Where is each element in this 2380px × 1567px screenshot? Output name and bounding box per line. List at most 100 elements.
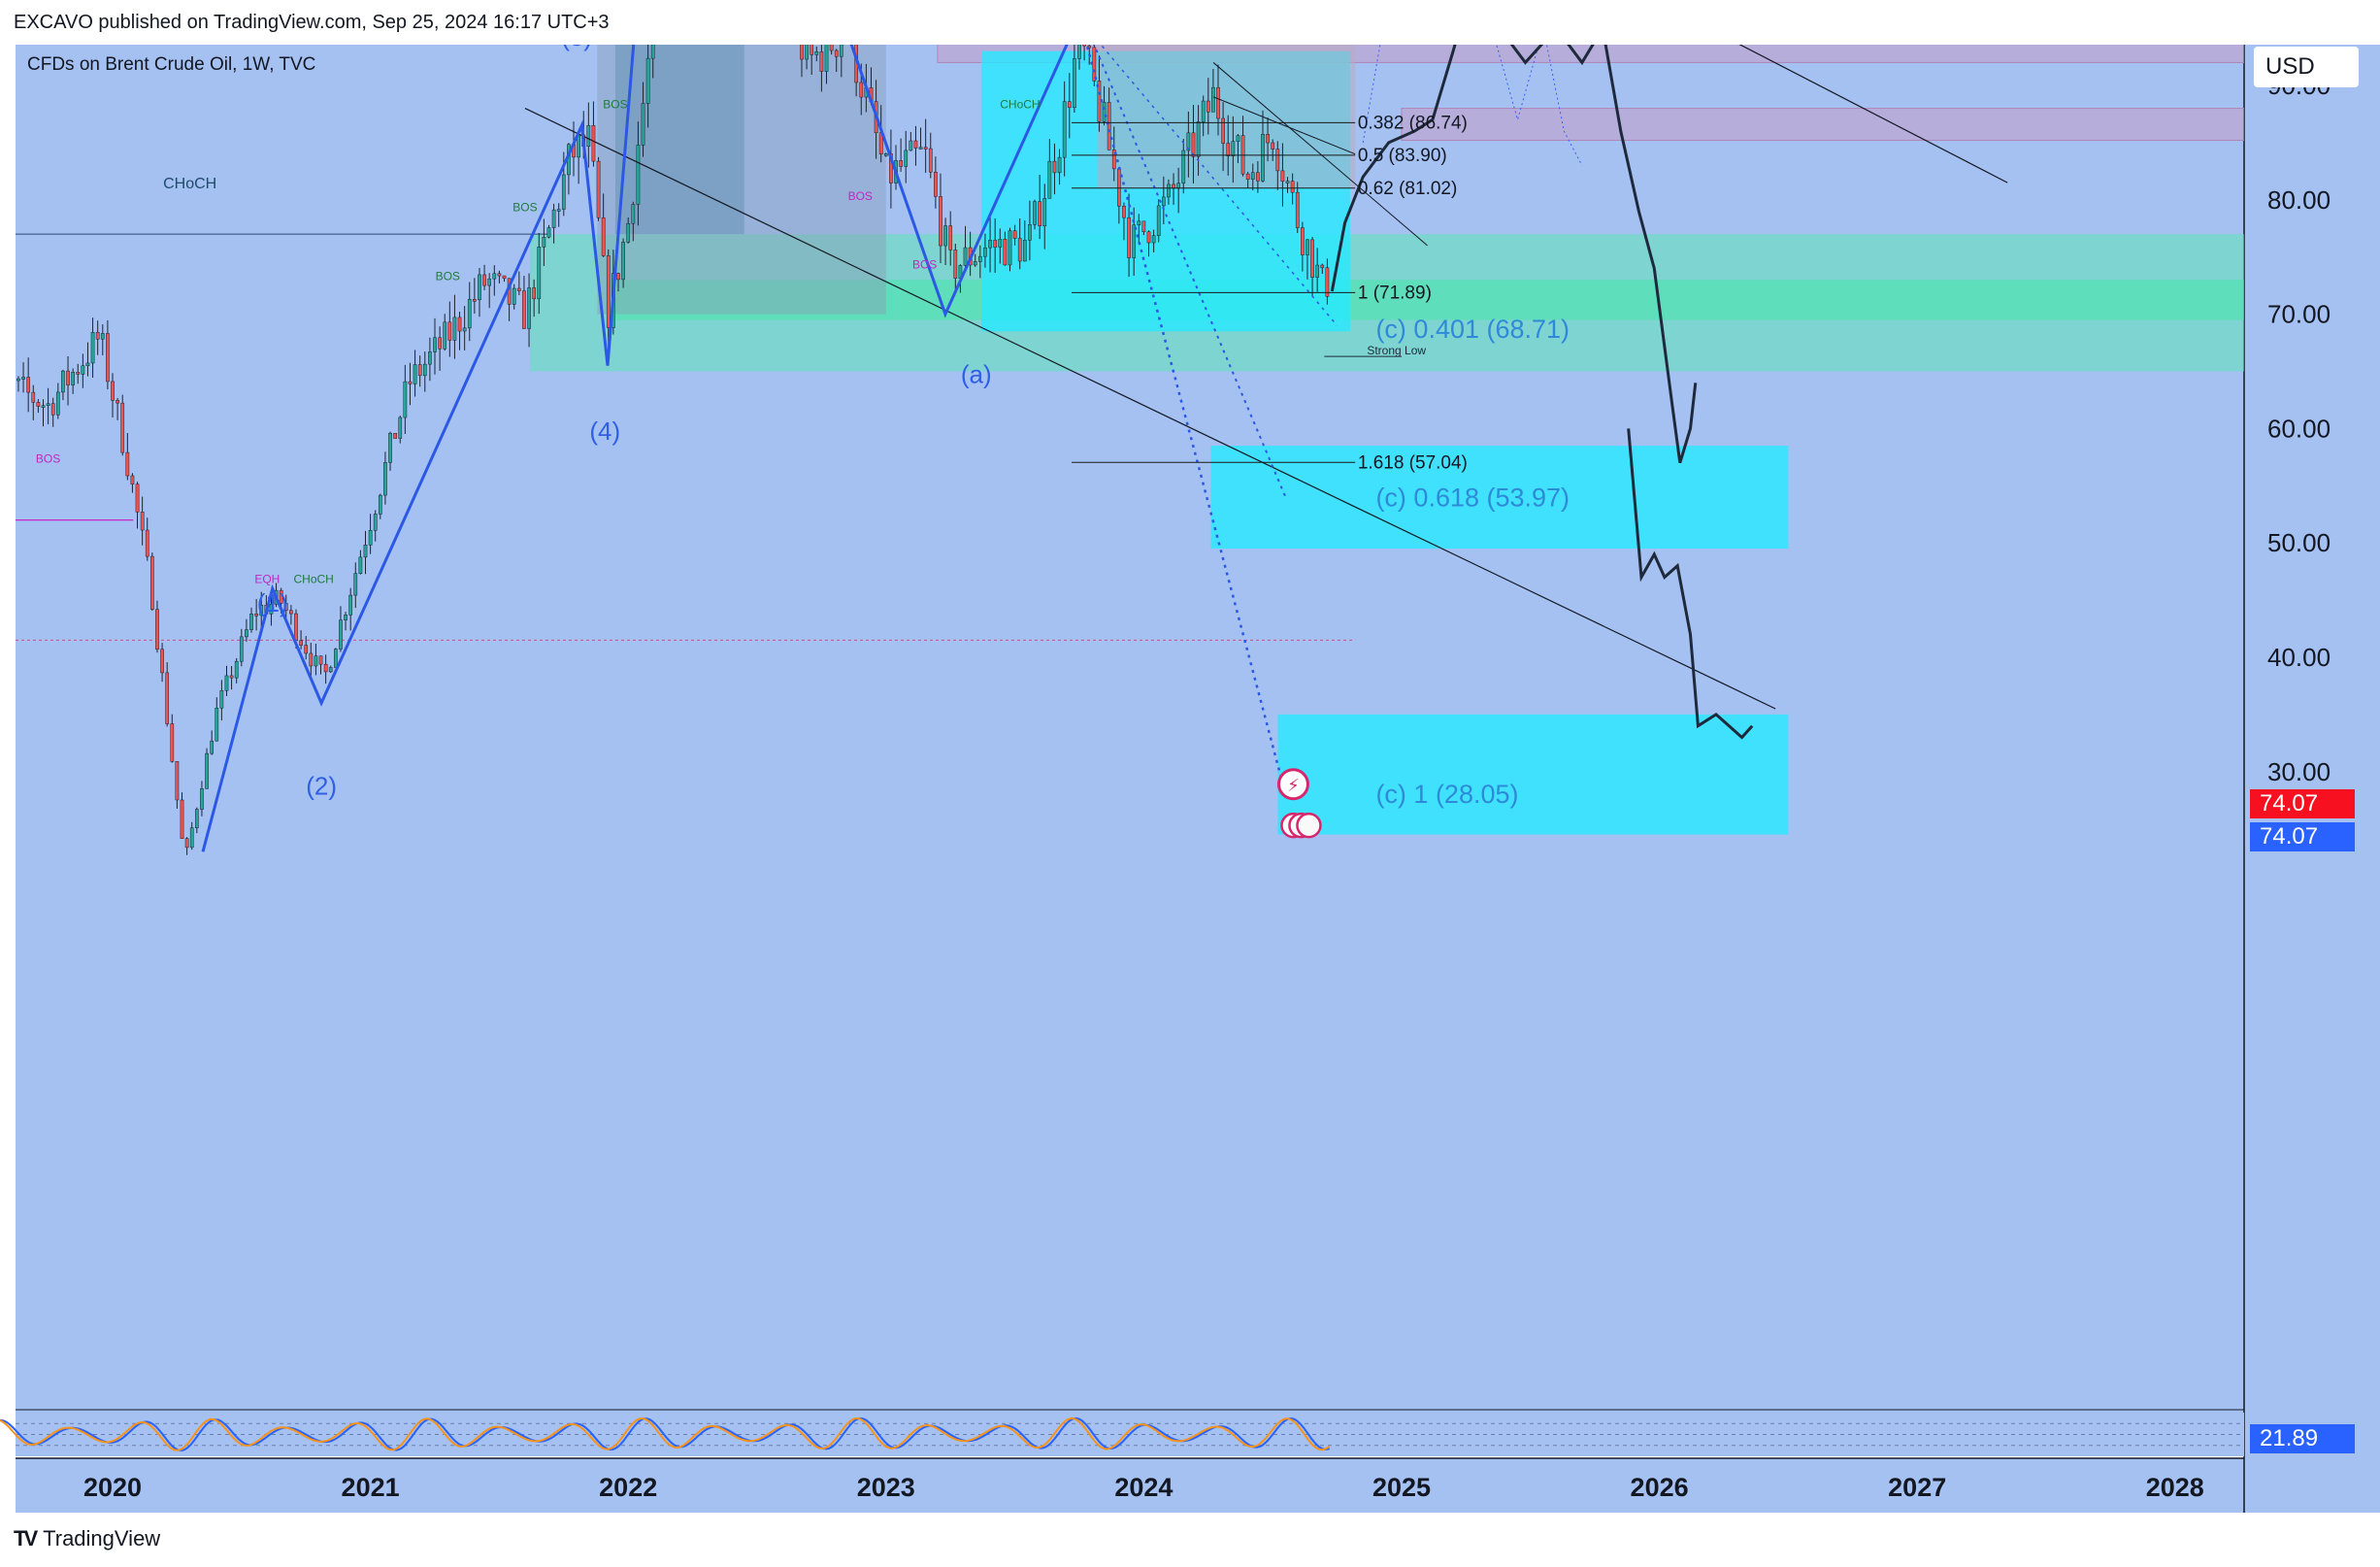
candle-167 (810, 45, 814, 75)
candle-107 (512, 283, 516, 310)
candle-body (1057, 156, 1062, 174)
candle-body (170, 723, 175, 762)
candle-198 (963, 225, 968, 268)
candle-body (323, 663, 328, 673)
fib-label-4: 0.62 (81.02) (1358, 179, 1457, 199)
candle-body (408, 381, 413, 384)
candle-195 (948, 211, 953, 266)
candle-body (1275, 149, 1280, 172)
candle-body (1216, 86, 1220, 119)
candle-body (175, 761, 180, 801)
candle-226 (1102, 85, 1107, 126)
candle-body (923, 147, 928, 150)
candle-body (328, 667, 333, 673)
lightning-glyph: ⚡ (1287, 776, 1300, 796)
candle-body (61, 370, 65, 393)
candle-124 (596, 156, 601, 221)
candle-261 (1275, 141, 1280, 190)
candle-253 (1236, 134, 1240, 164)
candle-body (1047, 160, 1052, 199)
candle-body (977, 255, 982, 262)
candle-body (522, 290, 526, 329)
structure-label-1: BOS (36, 452, 60, 466)
tradingview-logo[interactable]: TV TradingView (14, 1526, 160, 1551)
candle-174 (844, 19, 847, 44)
candle-210 (1022, 220, 1027, 262)
candle-body (462, 327, 467, 332)
candle-body (516, 287, 521, 291)
candle-42 (189, 821, 194, 850)
candle-body (1111, 150, 1116, 170)
candle-body (229, 675, 234, 679)
candle-body (1221, 117, 1225, 144)
candle-102 (487, 273, 492, 309)
candle-66 (309, 643, 314, 678)
candle-38 (170, 714, 175, 763)
stoch-k-line (0, 1417, 1330, 1451)
candle-64 (299, 630, 303, 650)
candle-body (200, 788, 204, 810)
zone-cyan-7 (1277, 714, 1789, 835)
candle-248 (1211, 68, 1215, 113)
candle-body (433, 337, 437, 352)
candle-163 (790, 0, 793, 37)
fib-label-6: 1.618 (57.04) (1358, 452, 1468, 473)
candle-249 (1216, 64, 1220, 136)
time-tick-6: 2026 (1631, 1473, 1689, 1502)
candle-14 (50, 397, 55, 427)
candle-175 (849, 17, 852, 44)
candle-73 (344, 612, 347, 631)
candle-110 (527, 273, 531, 348)
candle-body (165, 672, 170, 724)
structure-label-5: BOS (512, 201, 537, 215)
projection-path-2 (1627, 428, 1754, 740)
candle-246 (1201, 95, 1206, 137)
candle-27 (116, 397, 119, 420)
candle-271 (1325, 258, 1330, 305)
candle-215 (1047, 139, 1052, 199)
structure-label-11: Weak High (1368, 6, 1424, 19)
price-tick-6: 70.00 (2267, 300, 2330, 329)
candle-5 (7, 355, 10, 379)
candle-30 (130, 473, 135, 493)
candle-body (269, 603, 274, 615)
candle-body (1176, 183, 1181, 189)
candle-242 (1181, 139, 1186, 194)
candle-269 (1315, 248, 1320, 292)
currency-selector[interactable]: USD (2254, 47, 2359, 87)
candle-body (1117, 168, 1121, 207)
candle-101 (482, 264, 486, 290)
candle-40 (180, 792, 184, 839)
candle-body (309, 652, 314, 667)
candle-80 (378, 493, 382, 519)
candle-body (805, 45, 809, 60)
red-scenario-path (1448, 0, 1634, 40)
candle-78 (368, 514, 373, 554)
published-bar: EXCAVO published on TradingView.com, Sep… (0, 0, 2380, 45)
symbol-title: CFDs on Brent Crude Oil, 1W, TVC (27, 54, 316, 75)
candle-201 (977, 245, 982, 279)
structure-label-6: BOS (603, 98, 627, 112)
candle-128 (616, 272, 620, 292)
candle-body (249, 614, 253, 630)
candle-body (883, 153, 888, 156)
candle-body (383, 462, 387, 496)
candle-265 (1295, 182, 1300, 233)
candle-62 (289, 605, 293, 625)
candle-body (184, 838, 189, 849)
candle-214 (1042, 183, 1047, 250)
candle-37 (165, 662, 170, 727)
candle-body (7, 370, 10, 377)
candle-body (631, 204, 636, 224)
candle-body (1062, 101, 1067, 158)
candle-body (1196, 121, 1201, 157)
candle-220 (1073, 45, 1076, 113)
candle-236 (1151, 229, 1156, 253)
candle-body (1285, 181, 1290, 183)
candle-77 (363, 530, 368, 575)
candle-103 (492, 265, 497, 296)
candle-26 (111, 373, 115, 418)
target-label-1: (c) 0.618 (53.97) (1375, 483, 1570, 512)
candle-116 (556, 203, 561, 227)
